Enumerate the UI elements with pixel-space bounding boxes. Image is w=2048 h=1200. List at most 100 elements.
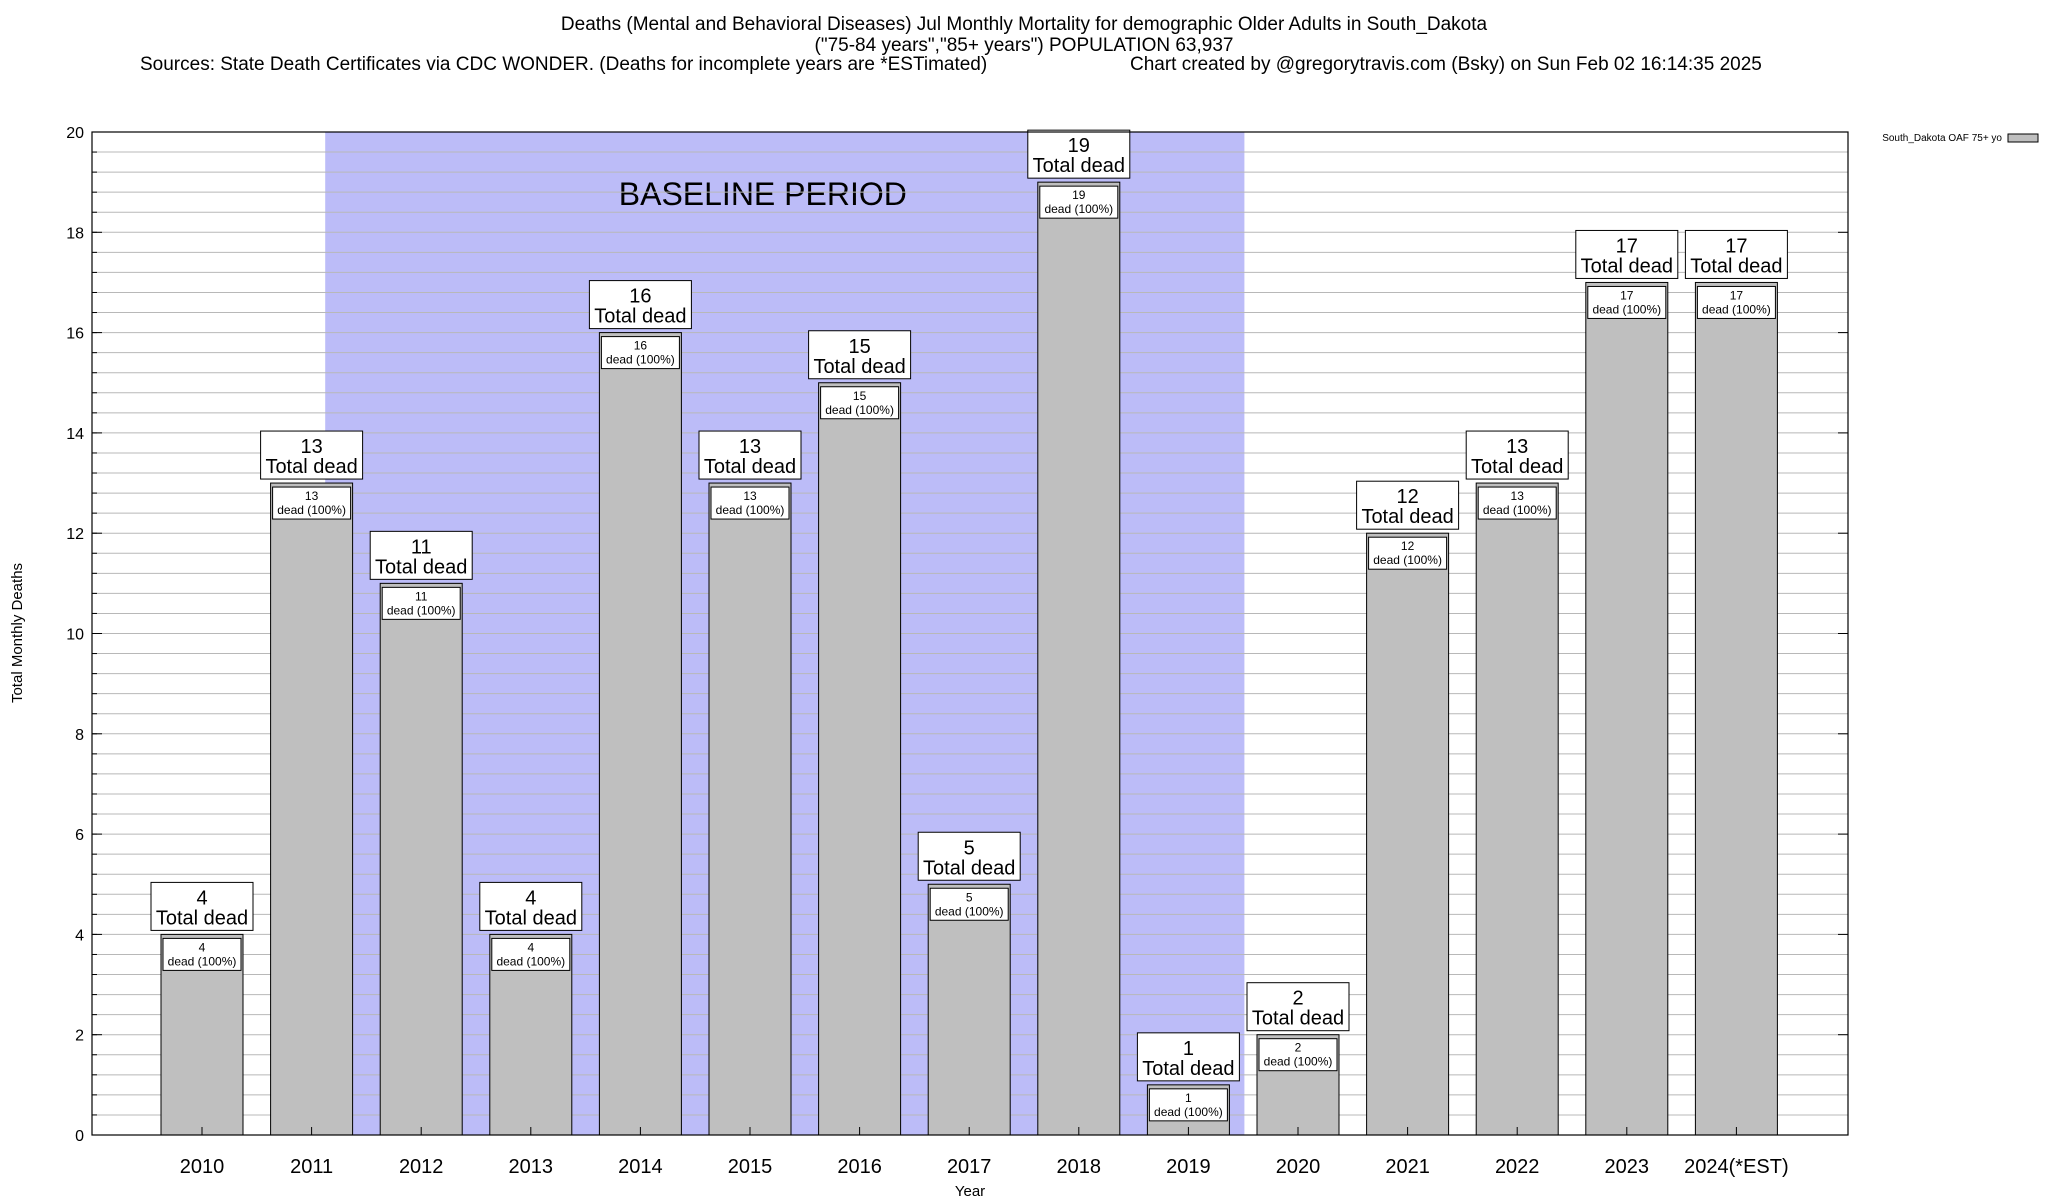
bar-inner-value: 12 <box>1401 539 1415 553</box>
bar-inner-label-box <box>929 887 1009 921</box>
bar-inner-label: dead (100%) <box>168 954 237 968</box>
baseline-label: BASELINE PERIOD <box>619 176 907 212</box>
legend-label: South_Dakota OAF 75+ yo <box>1882 133 2002 144</box>
bar-total-label: Total dead <box>156 907 248 929</box>
bar-inner-value: 16 <box>634 339 648 353</box>
bar-inner-label: dead (100%) <box>1592 302 1661 316</box>
bar <box>1366 532 1450 1136</box>
bar-total-value: 13 <box>300 436 322 458</box>
bar-inner-label-box <box>1696 285 1776 319</box>
legend-swatch <box>2007 133 2039 143</box>
bar-inner-value: 2 <box>1295 1041 1302 1055</box>
bar-inner-value: 11 <box>415 589 428 603</box>
bar-inner-label: dead (100%) <box>277 503 346 517</box>
bar-total-label: Total dead <box>1690 255 1782 277</box>
chart-title: Deaths (Mental and Behavioral Diseases) … <box>560 14 1488 35</box>
bar-inner-label-box <box>1148 1088 1228 1122</box>
y-tick-label: 0 <box>75 1128 84 1145</box>
bar-inner-value: 17 <box>1620 288 1634 302</box>
x-tick-label: 2012 <box>399 1156 444 1178</box>
bar-inner-label: dead (100%) <box>1044 202 1113 216</box>
bar-total-label-box <box>479 881 583 931</box>
x-tick-label: 2010 <box>180 1156 225 1178</box>
x-tick-label: 2023 <box>1605 1156 1650 1178</box>
y-axis-label: Total Monthly Deaths <box>9 563 26 703</box>
bar-inner-label-box <box>381 586 461 620</box>
bar-inner-label-box <box>1258 1038 1338 1072</box>
bar-inner-value: 15 <box>853 389 867 403</box>
bar-inner-value: 4 <box>527 940 534 954</box>
x-tick-label: 2024(*EST) <box>1684 1156 1789 1178</box>
bar <box>1585 281 1669 1136</box>
y-tick-label: 18 <box>66 225 84 242</box>
bar-total-label-box <box>260 430 364 480</box>
bar-total-label: Total dead <box>704 456 796 478</box>
bar-inner-value: 17 <box>1730 288 1744 302</box>
bar-inner-label-box <box>1477 486 1557 520</box>
bar-total-label-box <box>1246 982 1350 1032</box>
x-tick-label: 2013 <box>509 1156 554 1178</box>
bar-total-value: 4 <box>525 887 536 909</box>
bar-inner-label: dead (100%) <box>1154 1105 1223 1119</box>
bar-inner-label: dead (100%) <box>1483 503 1552 517</box>
bar-total-label: Total dead <box>1471 456 1563 478</box>
bar-inner-label: dead (100%) <box>496 954 565 968</box>
y-tick-label: 12 <box>66 526 84 543</box>
bar-inner-label-box <box>272 486 352 520</box>
bar-total-label-box <box>1136 1032 1240 1082</box>
bar-total-value: 19 <box>1068 135 1090 157</box>
chart-sources: Sources: State Death Certificates via CD… <box>140 54 988 75</box>
bar-inner-value: 5 <box>966 890 973 904</box>
bar-total-label-box <box>1575 229 1679 279</box>
bar-inner-label: dead (100%) <box>716 503 785 517</box>
bar-inner-label-box <box>162 937 242 971</box>
x-tick-label: 2017 <box>947 1156 992 1178</box>
bar-inner-label-box <box>491 937 571 971</box>
bar-inner-value: 19 <box>1072 188 1086 202</box>
bar-inner-value: 13 <box>305 489 319 503</box>
bar-total-value: 17 <box>1725 235 1747 257</box>
bar <box>598 332 682 1136</box>
bar-total-label-box <box>917 831 1021 881</box>
y-tick-label: 20 <box>66 125 84 142</box>
bar-total-label-box <box>1465 430 1569 480</box>
bar-total-label-box <box>588 280 692 330</box>
bar-total-value: 17 <box>1616 235 1638 257</box>
bar <box>818 382 902 1136</box>
bar-total-label-box <box>1356 480 1460 530</box>
chart-credit: Chart created by @gregorytravis.com (Bsk… <box>1130 54 1762 75</box>
bar-total-label: Total dead <box>923 857 1015 879</box>
bar <box>270 482 354 1136</box>
bar-total-value: 5 <box>964 837 975 859</box>
x-tick-label: 2021 <box>1385 1156 1430 1178</box>
bar-total-label: Total dead <box>375 556 467 578</box>
x-tick-label: 2020 <box>1276 1156 1321 1178</box>
bar-inner-label: dead (100%) <box>935 904 1004 918</box>
bar-inner-label: dead (100%) <box>387 603 456 617</box>
x-tick-label: 2014 <box>618 1156 663 1178</box>
x-tick-label: 2016 <box>837 1156 882 1178</box>
bar-inner-label-box <box>1368 536 1448 570</box>
bar-inner-label-box <box>710 486 790 520</box>
bar <box>927 883 1011 1136</box>
bar-inner-label: dead (100%) <box>1264 1055 1333 1069</box>
bar-total-label-box <box>808 330 912 380</box>
bar-total-label: Total dead <box>1361 506 1453 528</box>
x-tick-label: 2011 <box>290 1156 333 1178</box>
x-tick-label: 2018 <box>1057 1156 1102 1178</box>
bar-total-value: 2 <box>1292 988 1303 1010</box>
bar-inner-value: 4 <box>199 940 206 954</box>
bar-total-value: 11 <box>411 536 432 558</box>
chart-subtitle: ("75-84 years","85+ years") POPULATION 6… <box>814 35 1234 56</box>
y-tick-label: 8 <box>75 727 84 744</box>
bar-inner-label: dead (100%) <box>606 353 675 367</box>
bar-total-label: Total dead <box>813 356 905 378</box>
bar-total-label: Total dead <box>1252 1008 1344 1030</box>
y-tick-label: 6 <box>75 827 84 844</box>
y-tick-label: 16 <box>66 326 84 343</box>
bar-total-label: Total dead <box>594 306 686 328</box>
y-tick-label: 4 <box>75 927 84 944</box>
bar-total-label: Total dead <box>1033 155 1125 177</box>
bar-inner-value: 1 <box>1185 1091 1192 1105</box>
y-tick-label: 2 <box>75 1028 84 1045</box>
